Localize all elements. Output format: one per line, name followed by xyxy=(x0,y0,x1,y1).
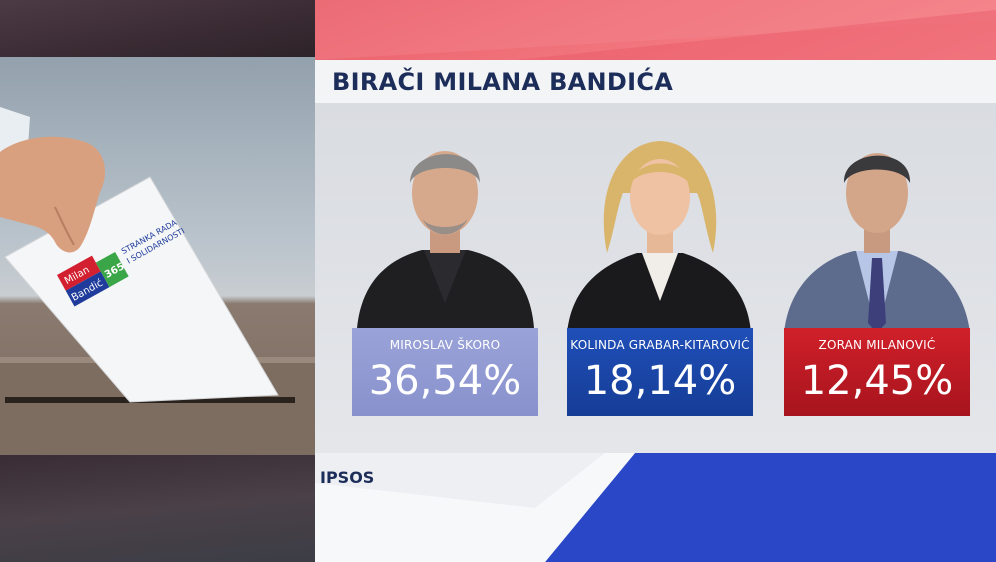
title-bar: BIRAČI MILANA BANDIĆA xyxy=(315,60,996,103)
candidate-percent: 36,54% xyxy=(368,358,522,404)
source-label: IPSOS xyxy=(320,468,375,487)
candidate-portrait xyxy=(784,153,970,333)
candidate-name: ZORAN MILANOVIĆ xyxy=(818,338,936,352)
hand-shape xyxy=(0,136,105,253)
left-bottom-band xyxy=(0,455,315,562)
bottom-band: IPSOS xyxy=(315,453,996,562)
candidate-label-box: ZORAN MILANOVIĆ 12,45% xyxy=(784,328,970,416)
left-photo-panel: Milan Bandić 365 STRANKA RADA I SOLIDARN… xyxy=(0,0,315,562)
candidate-label-box: MIROSLAV ŠKORO 36,54% xyxy=(352,328,538,416)
candidate-name: MIROSLAV ŠKORO xyxy=(389,338,501,352)
candidate-label-box: KOLINDA GRABAR-KITAROVIĆ 18,14% xyxy=(567,328,753,416)
candidate-percent: 18,14% xyxy=(583,358,737,404)
ballot-box-illustration: Milan Bandić 365 STRANKA RADA I SOLIDARN… xyxy=(0,107,315,455)
candidate-percent: 12,45% xyxy=(800,358,954,404)
candidate-portrait xyxy=(567,141,751,333)
top-red-band xyxy=(315,0,996,60)
left-top-band xyxy=(0,0,315,57)
candidate-name: KOLINDA GRABAR-KITAROVIĆ xyxy=(570,338,750,352)
results-panel: BIRAČI MILANA BANDIĆA MIROSLAV ŠKORO 36,… xyxy=(315,0,996,562)
page-title: BIRAČI MILANA BANDIĆA xyxy=(332,68,674,96)
party-logo: Milan Bandić 365 STRANKA RADA I SOLIDARN… xyxy=(57,218,186,307)
ballot-photo: Milan Bandić 365 STRANKA RADA I SOLIDARN… xyxy=(0,57,315,455)
candidate-portrait xyxy=(357,151,534,328)
bottom-flag-stripes xyxy=(315,453,996,562)
